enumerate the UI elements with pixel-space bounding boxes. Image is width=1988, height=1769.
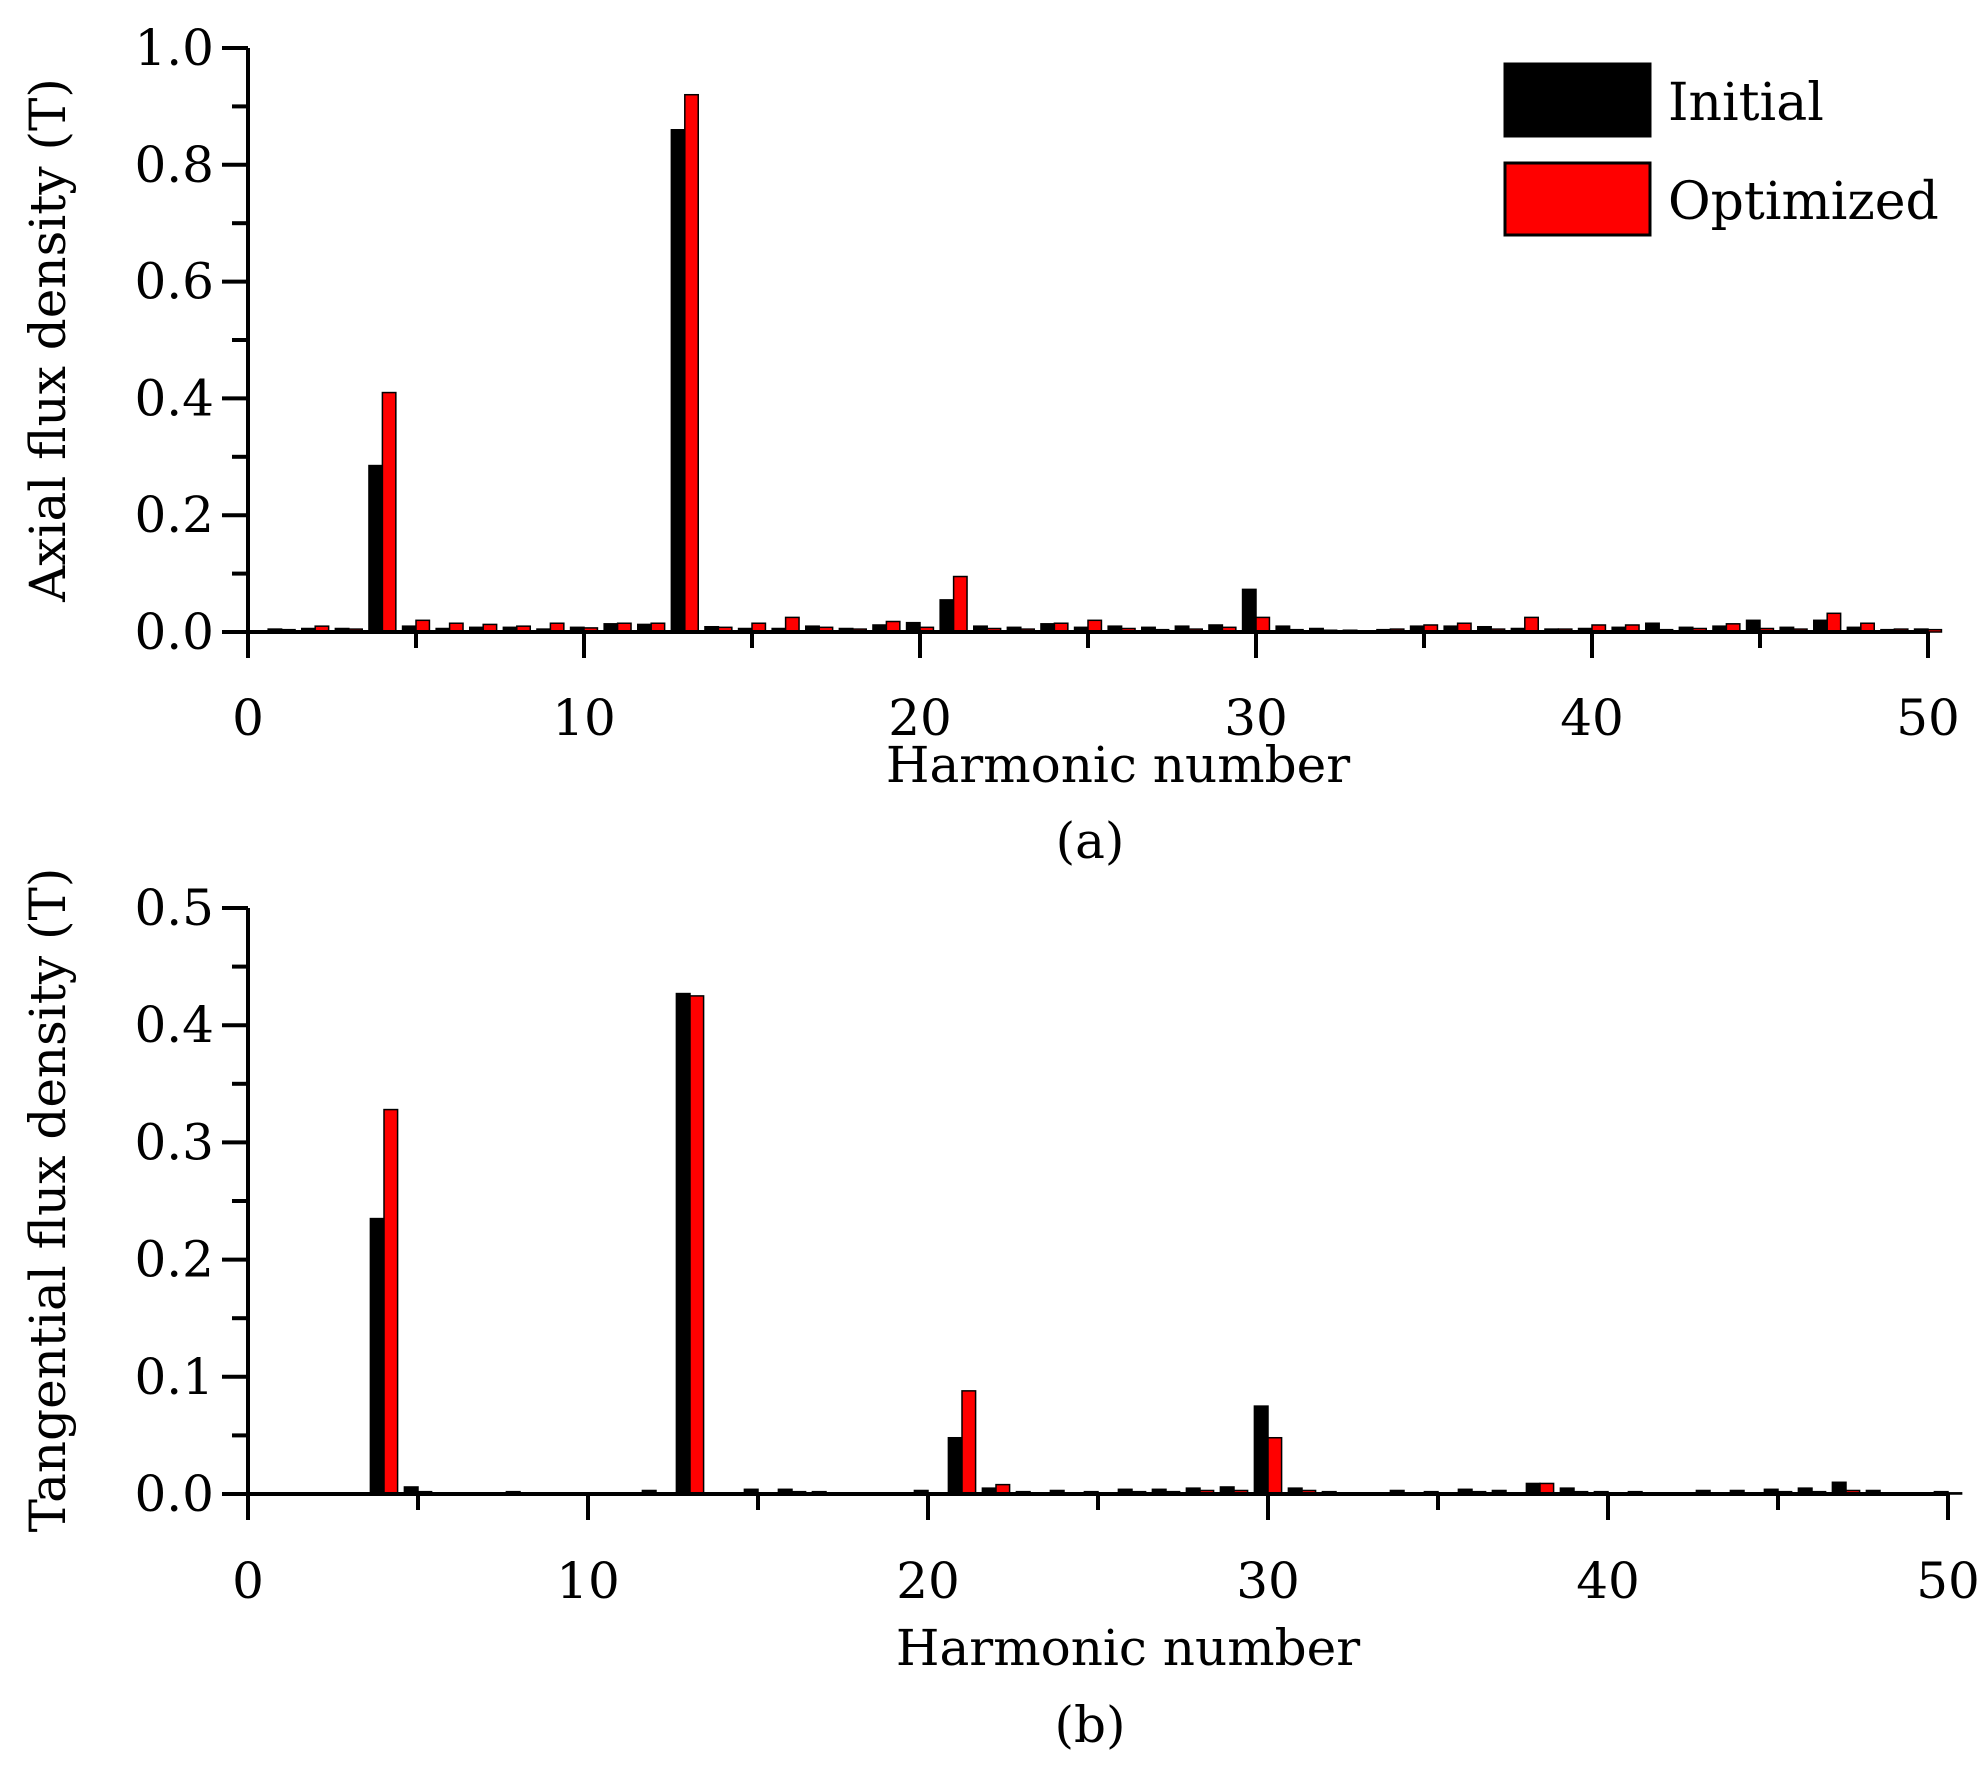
legend-label-optimized: Optimized: [1668, 172, 1939, 232]
bar-optimized-h38: [1524, 616, 1539, 633]
y-tick-label: 1.0: [134, 19, 214, 77]
bar-initial-h21: [939, 599, 955, 633]
x-tick-label: 20: [896, 1552, 960, 1610]
chart-panel-a: 0 10 20 30 40 50 0.0 0.2 0.4 0.6 0.8 1.0 Harmonic nu…: [19, 19, 1960, 870]
bar-optimized-h21: [961, 1390, 977, 1495]
y-axis-label: Axial flux density (T): [19, 78, 77, 603]
x-axis-label: Harmonic number: [896, 1619, 1360, 1677]
bar-optimized-h4: [383, 1108, 399, 1495]
y-tick-label: 0.0: [134, 1465, 214, 1523]
y-tick-label: 0.4: [134, 996, 214, 1054]
panel-caption: (b): [1054, 1696, 1125, 1754]
y-tick-label: 0.0: [134, 603, 214, 661]
bar-initial-h4: [369, 1217, 385, 1495]
y-tick-label: 0.8: [134, 136, 214, 194]
x-tick-label: 10: [556, 1552, 620, 1610]
x-tick-label: 40: [1576, 1552, 1640, 1610]
bar-optimized-h4: [381, 391, 397, 633]
y-tick-label: 0.1: [134, 1348, 214, 1406]
bar-optimized-h50: [1927, 628, 1943, 633]
legend-swatch-initial: [1503, 62, 1652, 138]
bar-initial-h4: [368, 464, 384, 633]
panel-caption: (a): [1056, 812, 1125, 870]
bar-initial-h30: [1253, 1405, 1269, 1495]
legend-label-initial: Initial: [1668, 73, 1824, 133]
bar-initial-h21: [947, 1436, 963, 1495]
y-tick-label: 0.5: [134, 879, 214, 937]
y-tick-label: 0.2: [134, 1231, 214, 1289]
legend-swatch-optimized: [1503, 161, 1652, 237]
x-tick-label: 40: [1560, 689, 1624, 747]
x-tick-label: 30: [1224, 689, 1288, 747]
y-tick-label: 0.3: [134, 1113, 214, 1171]
y-axis-label: Tangential flux density (T): [19, 868, 77, 1533]
bar-initial-h13: [675, 992, 691, 1495]
bar-optimized-h16: [784, 616, 800, 633]
x-tick-label: 50: [1916, 1552, 1980, 1610]
bar-optimized-h30: [1267, 1436, 1283, 1495]
bar-optimized-h13: [684, 93, 699, 633]
y-tick-label: 0.2: [134, 486, 214, 544]
x-tick-label: 50: [1896, 689, 1960, 747]
x-tick-label: 10: [552, 689, 616, 747]
bar-optimized-h13: [689, 995, 705, 1495]
x-tick-label: 0: [232, 689, 264, 747]
x-tick-label: 20: [888, 689, 952, 747]
bar-optimized-h50: [1947, 1492, 1963, 1495]
chart-panel-b: 0 10 20 30 40 50 0.0 0.1 0.2 0.3 0.4 0.5 Harmonic nu…: [19, 868, 1980, 1754]
bar-initial-h30: [1241, 588, 1257, 633]
x-tick-label: 0: [232, 1552, 264, 1610]
x-tick-label: 30: [1236, 1552, 1300, 1610]
y-tick-label: 0.4: [134, 369, 214, 427]
bar-optimized-h47: [1826, 612, 1842, 633]
x-axis-label: Harmonic number: [886, 736, 1350, 794]
legend: Initial Optimized: [1503, 62, 1939, 237]
bar-optimized-h21: [952, 575, 968, 633]
y-tick-label: 0.6: [134, 253, 214, 311]
bar-optimized-h30: [1255, 616, 1271, 633]
bar-initial-h13: [670, 129, 686, 633]
